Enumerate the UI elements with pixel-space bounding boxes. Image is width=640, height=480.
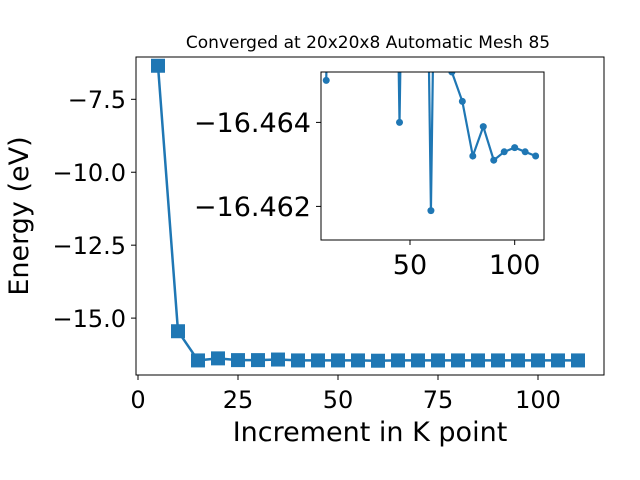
inset-data-point [490,156,498,164]
inset-data-point [396,118,404,126]
main-data-point [451,353,465,368]
inset-data-point [500,148,508,156]
main-data-point [311,353,325,368]
main-data-point [531,353,545,368]
main-data-point [471,353,485,368]
main-data-point [571,353,585,368]
main-data-point [251,353,265,368]
main-data-point [211,351,225,366]
inset-data-point [521,148,529,156]
main-data-point [391,353,405,368]
main-x-tick-label: 25 [223,386,254,414]
inset-plot: 50 100 −16.464 −16.462 [194,71,545,281]
inset-x-tick-label: 100 [489,250,541,281]
inset-data-point [322,76,330,84]
inset-data-point [458,97,466,105]
main-y-tick-label: −7.5 [68,86,126,114]
main-data-point [271,352,285,367]
main-series-line [156,65,578,362]
main-y-tick-label: −15.0 [52,305,126,333]
main-plot-frame [135,56,605,376]
main-x-tick-label: 50 [323,386,354,414]
main-data-point [291,353,305,368]
main-data-point [171,324,185,339]
main-x-tick-label: 75 [423,386,454,414]
inset-x-tick-label: 50 [393,250,427,281]
inset-plot-frame [320,71,545,241]
inset-data-point [469,152,477,160]
main-plot: 0 25 50 75 100 −7.5 −10.0 −12.5 −15.0 [52,56,605,414]
main-y-tick-label: −10.0 [52,159,126,187]
inset-data-point [479,123,487,131]
inset-data-point [511,144,519,152]
inset-y-tick-label: −16.462 [194,192,311,223]
main-x-tick-label: 100 [515,386,561,414]
main-data-point [431,353,445,368]
chart-title: Converged at 20x20x8 Automatic Mesh 85 [186,33,550,53]
y-axis-label: Energy (eV) [4,136,35,295]
inset-data-point [532,152,540,160]
main-x-tick-label: 0 [130,386,145,414]
main-data-point [351,353,365,368]
inset-y-tick-label: −16.464 [194,108,311,139]
inset-data-point [448,72,456,76]
main-data-point [411,353,425,368]
main-data-point [231,353,245,368]
main-data-point [151,58,165,73]
main-data-point [371,353,385,368]
main-y-tick-label: −12.5 [52,232,126,260]
main-data-point [191,353,205,368]
main-data-point [491,353,505,368]
inset-data-point [427,207,435,215]
main-data-point [331,353,345,368]
main-data-point [551,353,565,368]
main-data-point [511,353,525,368]
x-axis-label: Increment in K point [233,417,508,448]
